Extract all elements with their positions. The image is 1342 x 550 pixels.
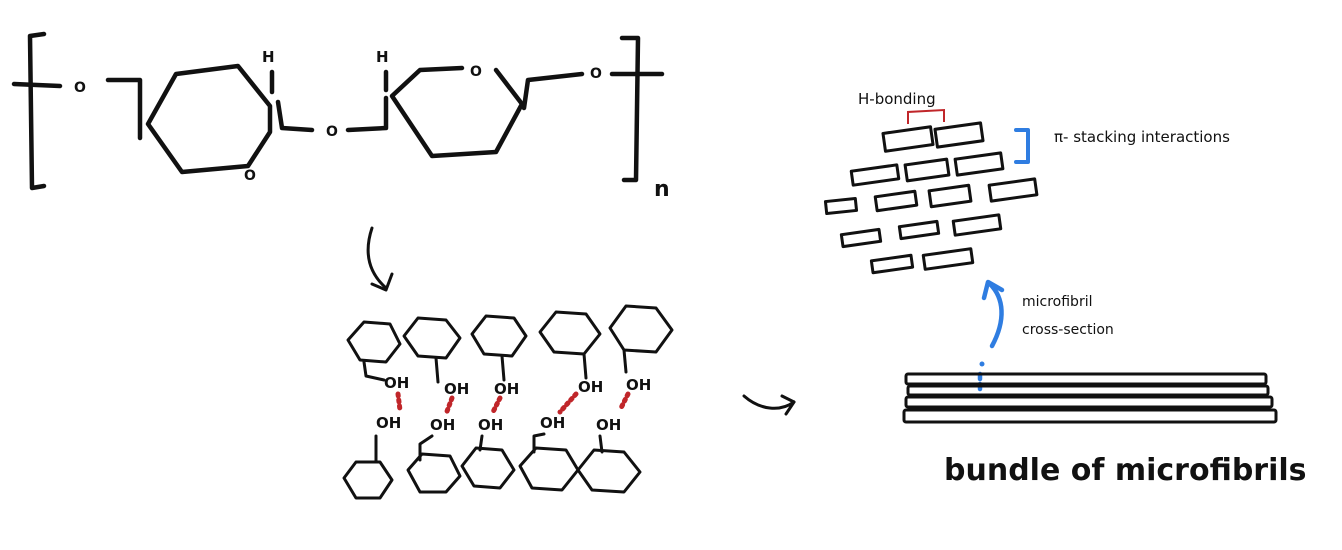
top-stem-3 (500, 354, 506, 382)
top-stem-2 (434, 356, 440, 384)
bottom-oh-2: OH (430, 416, 455, 434)
polymer-repeat-unit: O O H O H O O n (11, 31, 670, 202)
atom-o-bridge: O (326, 124, 338, 140)
bottom-ring-5 (576, 448, 642, 494)
fibril-strand (904, 372, 1268, 386)
top-ring-5 (608, 304, 674, 354)
bottom-oh-4: OH (540, 414, 565, 432)
top-oh-1: OH (384, 374, 409, 392)
pi-stacking-label: π- stacking interactions (1054, 128, 1230, 146)
bottom-stem-4 (532, 432, 546, 454)
top-oh-4: OH (578, 378, 603, 396)
chain-block (921, 247, 975, 271)
bottom-oh-3: OH (478, 416, 503, 434)
hydrogen-bond-4 (557, 391, 579, 415)
atom-o-left: O (74, 80, 86, 96)
bottom-ring-1 (342, 460, 394, 500)
bottom-oh-5: OH (596, 416, 621, 434)
bottom-ring-3 (460, 446, 516, 490)
top-ring-1 (346, 320, 402, 364)
chain-block (953, 151, 1005, 177)
hydrogen-bond-3 (489, 395, 503, 417)
atom-o-right: O (590, 66, 602, 82)
right-sugar-ring (389, 65, 525, 159)
top-ring-2 (402, 316, 462, 360)
top-stem-4 (582, 352, 588, 380)
bond-glycosidic-right (345, 95, 389, 133)
h-bonding-label: H-bonding (858, 90, 936, 108)
microfibril-bundle: microfibril cross-section bundle of micr… (902, 279, 1307, 488)
bond-o-right (521, 71, 585, 111)
top-oh-2: OH (444, 380, 469, 398)
bundle-caption: bundle of microfibrils (944, 453, 1307, 488)
curved-right-arrow-icon (742, 394, 796, 416)
hydrogen-bond-5 (617, 391, 631, 413)
fibril-strand (902, 408, 1278, 424)
top-stem-5 (622, 348, 628, 374)
atom-o-ring-left: O (244, 168, 256, 184)
pi-stacking-bracket (1014, 128, 1030, 164)
bottom-ring-4 (518, 446, 580, 492)
top-stem-1 (362, 360, 386, 382)
chain-block (869, 253, 915, 275)
chain-block (951, 213, 1003, 237)
bottom-ring-2 (406, 452, 462, 494)
chain-block (987, 177, 1039, 203)
chain-block (849, 163, 901, 187)
hydrogen-bond-2 (443, 395, 455, 417)
fibril-strand (906, 384, 1270, 397)
right-square-bracket (619, 35, 641, 183)
top-oh-5: OH (626, 376, 651, 394)
chain-block (897, 219, 941, 241)
top-ring-3 (470, 314, 528, 358)
left-end-bond (11, 81, 63, 89)
atom-h-left: H (262, 48, 275, 66)
h-bonding-bracket (907, 108, 945, 124)
atom-h-right: H (376, 48, 389, 66)
chain-block (873, 189, 919, 213)
top-oh-3: OH (494, 380, 519, 398)
bond-o-to-ring-left (105, 77, 143, 141)
chain-block (839, 227, 883, 249)
chain-block (823, 196, 859, 216)
atom-o-ring-right: O (470, 64, 482, 80)
bundle-arrow-label-line2: cross-section (1022, 322, 1114, 338)
chain-block (903, 157, 951, 183)
left-sugar-ring (145, 63, 273, 175)
chain-block (881, 125, 935, 153)
fibril-strand (904, 395, 1274, 409)
bottom-oh-1: OH (376, 414, 401, 432)
hydrogen-bonded-chains: OH OH OH OH OH OH OH OH OH OH (342, 304, 674, 500)
hydrogen-bond-1 (395, 391, 403, 413)
microfibril-cross-section: H-bonding π- stacking interactions (823, 90, 1230, 275)
curved-down-arrow-icon (366, 226, 394, 292)
top-ring-4 (538, 310, 602, 356)
bond-glycosidic-left (275, 99, 315, 133)
chain-block (933, 121, 985, 149)
repeat-subscript-n: n (654, 177, 670, 202)
bundle-arrow-label-line1: microfibril (1022, 294, 1092, 310)
chain-block (927, 183, 973, 209)
left-square-bracket (27, 31, 47, 191)
